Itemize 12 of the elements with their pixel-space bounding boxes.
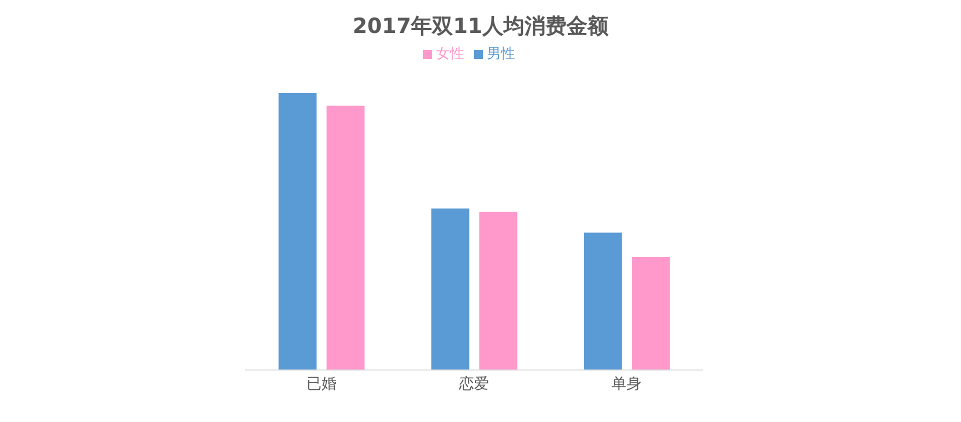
bar — [584, 232, 622, 370]
chart-title: 2017年双11人均消费金额 — [352, 13, 610, 40]
bar — [431, 208, 470, 370]
bar — [632, 256, 670, 370]
bar — [326, 106, 365, 370]
legend-label: 女性 — [436, 46, 464, 62]
x-tick-label: 已婚 — [306, 374, 336, 393]
x-tick-label: 单身 — [612, 374, 642, 393]
bar — [479, 212, 518, 370]
x-tick-label: 恋爱 — [458, 374, 489, 393]
bar — [278, 93, 317, 370]
legend-label: 男性 — [487, 46, 515, 62]
